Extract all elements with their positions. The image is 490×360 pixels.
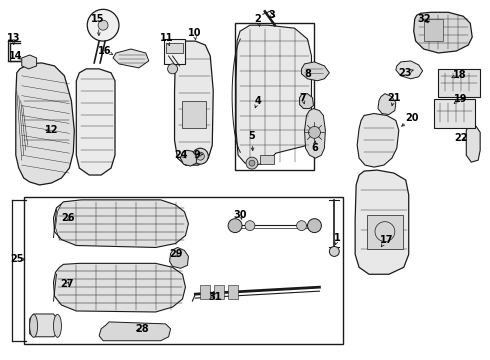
Polygon shape	[16, 63, 74, 185]
Polygon shape	[396, 61, 422, 79]
Text: 27: 27	[61, 279, 74, 289]
Bar	[228, 285, 238, 299]
Bar	[182, 100, 206, 129]
Circle shape	[87, 9, 119, 41]
Text: 11: 11	[160, 33, 173, 43]
Bar	[260, 155, 274, 164]
Text: 6: 6	[311, 143, 318, 153]
Bar	[434, 99, 475, 129]
Polygon shape	[305, 109, 325, 158]
Text: 24: 24	[175, 150, 188, 160]
Polygon shape	[378, 94, 396, 114]
Text: 23: 23	[398, 68, 412, 78]
Polygon shape	[76, 69, 115, 175]
Polygon shape	[99, 322, 171, 341]
Text: 3: 3	[269, 10, 275, 20]
Polygon shape	[170, 247, 189, 268]
Bar	[235, 23, 315, 170]
Bar	[164, 39, 185, 64]
Polygon shape	[113, 49, 149, 68]
Text: 19: 19	[454, 94, 467, 104]
Text: 20: 20	[405, 113, 418, 123]
Text: 5: 5	[248, 131, 255, 141]
Text: 18: 18	[453, 70, 466, 80]
Text: 21: 21	[387, 93, 401, 103]
Text: 1: 1	[334, 233, 341, 243]
Text: 15: 15	[92, 14, 105, 24]
Circle shape	[196, 152, 204, 160]
Polygon shape	[299, 94, 314, 109]
Text: 4: 4	[254, 96, 261, 105]
Ellipse shape	[53, 314, 61, 337]
Bar	[200, 285, 210, 299]
Polygon shape	[414, 12, 472, 53]
Circle shape	[308, 219, 321, 233]
Text: 8: 8	[304, 69, 311, 79]
Circle shape	[193, 148, 208, 164]
Circle shape	[296, 221, 307, 231]
Polygon shape	[236, 25, 312, 165]
Bar	[439, 69, 480, 96]
Text: 10: 10	[188, 28, 201, 38]
Circle shape	[246, 157, 258, 169]
Circle shape	[98, 20, 108, 30]
Text: 7: 7	[299, 93, 306, 103]
Text: 26: 26	[62, 213, 75, 223]
Text: 30: 30	[233, 210, 247, 220]
Text: 32: 32	[418, 14, 431, 24]
Polygon shape	[53, 200, 189, 247]
Polygon shape	[30, 314, 57, 337]
Bar	[424, 19, 443, 41]
Circle shape	[245, 221, 255, 231]
Bar	[166, 43, 183, 53]
Ellipse shape	[30, 314, 38, 337]
Circle shape	[309, 126, 320, 138]
Polygon shape	[466, 126, 480, 162]
Circle shape	[228, 219, 242, 233]
Text: 28: 28	[135, 324, 148, 334]
Polygon shape	[301, 62, 329, 81]
Polygon shape	[355, 170, 409, 274]
Text: 13: 13	[7, 33, 21, 43]
Text: 25: 25	[10, 255, 24, 264]
Polygon shape	[22, 55, 37, 69]
Polygon shape	[174, 41, 213, 165]
Bar	[367, 215, 403, 249]
Text: 17: 17	[380, 234, 393, 244]
Circle shape	[249, 160, 255, 166]
Text: 31: 31	[208, 292, 222, 302]
Polygon shape	[53, 264, 185, 312]
Text: 2: 2	[254, 14, 261, 24]
Text: 22: 22	[455, 133, 468, 143]
Text: 9: 9	[194, 150, 201, 160]
Text: 29: 29	[169, 249, 182, 260]
Bar	[24, 197, 343, 344]
Circle shape	[329, 247, 339, 256]
Text: 12: 12	[45, 125, 58, 135]
Text: 14: 14	[9, 51, 23, 61]
Circle shape	[168, 64, 177, 74]
Polygon shape	[357, 113, 399, 167]
Bar	[214, 285, 224, 299]
Text: 16: 16	[98, 46, 112, 56]
Polygon shape	[180, 150, 196, 166]
